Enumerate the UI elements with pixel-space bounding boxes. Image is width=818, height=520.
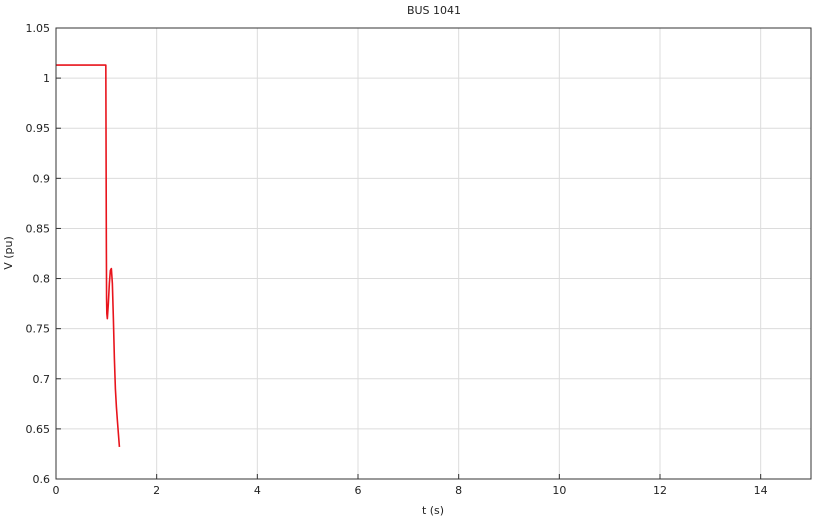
x-tick-label: 12 bbox=[653, 484, 667, 497]
y-tick-label: 0.75 bbox=[26, 323, 51, 336]
y-tick-label: 0.7 bbox=[33, 373, 51, 386]
grid bbox=[55, 27, 811, 480]
series-line bbox=[56, 64, 121, 447]
y-tick-label: 0.6 bbox=[33, 473, 51, 486]
plot-frame bbox=[55, 27, 812, 480]
y-axis-title: V (pu) bbox=[2, 236, 15, 270]
y-axis: 0.6 0.65 0.7 0.75 0.8 0.85 0.9 0.95 1 1.05 bbox=[26, 22, 61, 486]
y-tick-label: 1 bbox=[43, 72, 50, 85]
series-layer bbox=[56, 64, 121, 447]
y-tick-label: 0.85 bbox=[26, 222, 51, 235]
x-tick-label: 6 bbox=[355, 484, 362, 497]
y-tick-label: 1.05 bbox=[26, 22, 51, 35]
x-tick-label: 8 bbox=[455, 484, 462, 497]
chart-title: BUS 1041 bbox=[407, 4, 461, 17]
y-tick-label: 0.9 bbox=[33, 172, 51, 185]
x-tick-label: 2 bbox=[153, 484, 160, 497]
y-tick-label: 0.95 bbox=[26, 122, 51, 135]
x-tick-label: 0 bbox=[53, 484, 60, 497]
y-tick-label: 0.65 bbox=[26, 423, 51, 436]
y-tick-label: 0.8 bbox=[33, 273, 51, 286]
x-axis: 0 2 4 6 8 10 12 14 bbox=[53, 474, 768, 497]
x-tick-label: 10 bbox=[552, 484, 566, 497]
x-tick-label: 4 bbox=[254, 484, 261, 497]
x-axis-title: t (s) bbox=[422, 504, 444, 517]
x-tick-label: 14 bbox=[754, 484, 768, 497]
